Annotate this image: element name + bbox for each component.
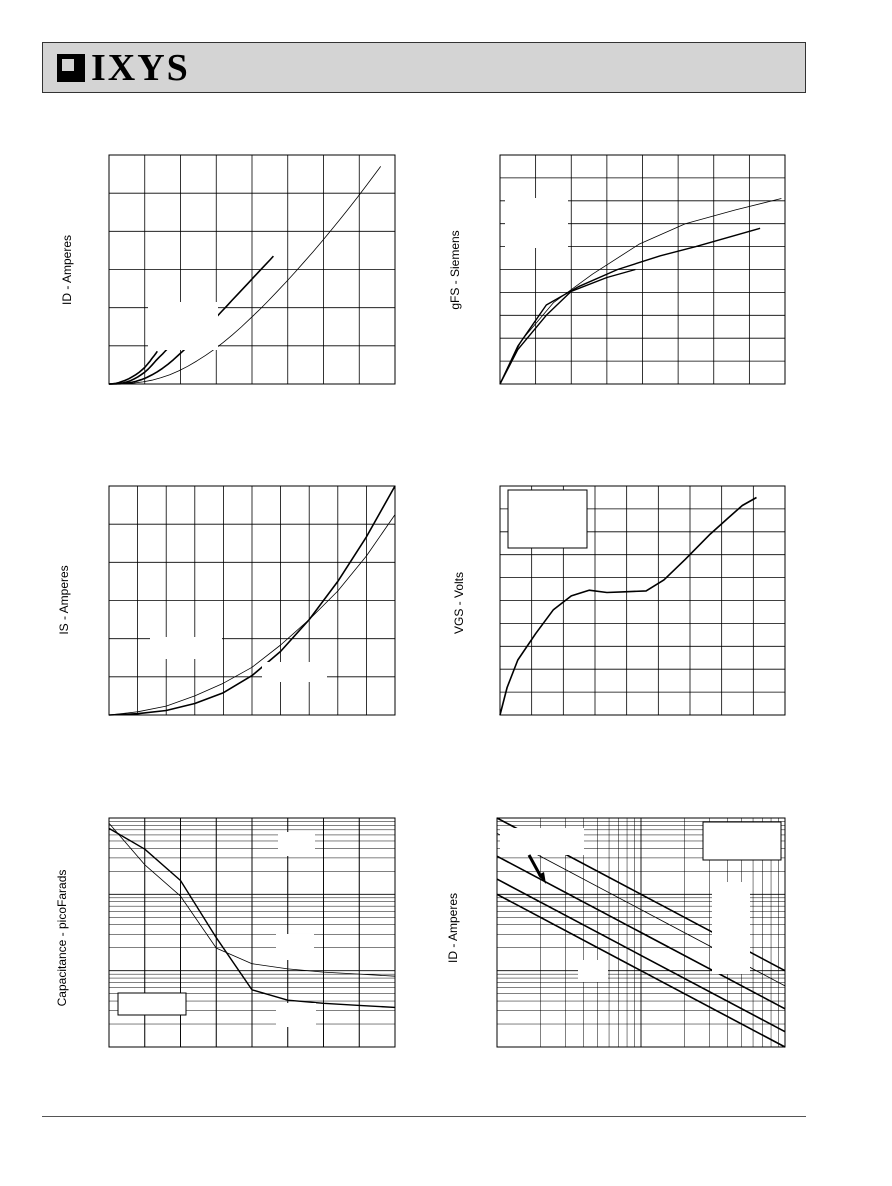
- chart-5-frame: [108, 817, 396, 1048]
- chart-6-label-box-c: [578, 960, 608, 982]
- chart-6-arrow-icon: [527, 854, 543, 878]
- chart-6-label-box-a: [500, 828, 584, 855]
- chart-1: ID - Amperes: [60, 154, 396, 385]
- chart-3: IS - Amperes: [57, 485, 396, 716]
- chart-4-grid: [500, 486, 785, 715]
- chart-5-ylabel: Capacitance - picoFarads: [55, 870, 69, 1007]
- logo-mark-icon: [57, 54, 85, 82]
- ixys-logo: IXYS: [57, 49, 190, 87]
- chart-4-series-1-line: [499, 496, 757, 716]
- chart-5-label-box-c: [276, 1003, 316, 1027]
- chart-5-label-box-b: [276, 934, 314, 960]
- chart-1-series-1-line: [108, 350, 158, 385]
- chart-4-frame: [499, 485, 786, 716]
- chart-5-series-1-line: [108, 827, 396, 1009]
- chart-4-legend-box: [507, 489, 588, 549]
- chart-6-label-box-b: [712, 882, 750, 974]
- chart-3-ylabel: IS - Amperes: [57, 565, 71, 634]
- chart-3-frame: [108, 485, 396, 716]
- chart-5-curves: [108, 822, 396, 1009]
- brand-name: IXYS: [91, 47, 190, 89]
- chart-3-grid: [109, 486, 395, 715]
- chart-6-series-1-line: [496, 893, 786, 1048]
- chart-5-legend-box: [117, 992, 187, 1016]
- chart-6-frame: [496, 817, 786, 1048]
- chart-1-ylabel: ID - Amperes: [60, 235, 74, 305]
- chart-2-frame: [499, 154, 786, 385]
- chart-6-arrowhead-icon: [538, 872, 546, 884]
- chart-3-series-1-line: [108, 514, 396, 716]
- chart-2-ylabel: gFS - Siemens: [448, 230, 462, 309]
- chart-4: VGS - Volts: [452, 485, 786, 716]
- chart-5-series-2-line: [108, 822, 396, 977]
- chart-2-series-2-line: [499, 227, 761, 385]
- chart-2-grid: [500, 155, 785, 384]
- chart-1-legend-box: [148, 302, 218, 350]
- footer-rule: [42, 1116, 806, 1117]
- chart-1-frame: [108, 154, 396, 385]
- chart-4-curves: [499, 496, 757, 716]
- chart-6-legend-box: [702, 821, 782, 861]
- chart-6-ylabel: ID - Amperes: [446, 893, 460, 963]
- chart-2: gFS - Siemens: [448, 154, 786, 385]
- chart-1-series-4-line: [108, 166, 382, 385]
- chart-5: Capacitance - picoFarads: [55, 817, 396, 1048]
- chart-2-legend-box: [505, 198, 568, 248]
- chart-6: ID - Amperes: [446, 817, 786, 1048]
- chart-2-series-1-line: [499, 268, 636, 385]
- header-bar: IXYS: [42, 42, 806, 93]
- chart-6-series-2-line: [496, 878, 786, 1033]
- chart-3-legend-box-a: [150, 637, 222, 659]
- chart-3-legend-box-b: [262, 662, 327, 682]
- chart-2-curves: [499, 198, 782, 385]
- chart-2-series-3-line: [499, 198, 782, 385]
- chart-5-label-box-a: [278, 832, 315, 856]
- chart-4-ylabel: VGS - Volts: [452, 572, 466, 634]
- chart-3-curves: [108, 485, 396, 716]
- chart-5-grid: [109, 818, 395, 1048]
- chart-3-series-2-line: [108, 485, 396, 716]
- chart-1-curves: [108, 166, 382, 385]
